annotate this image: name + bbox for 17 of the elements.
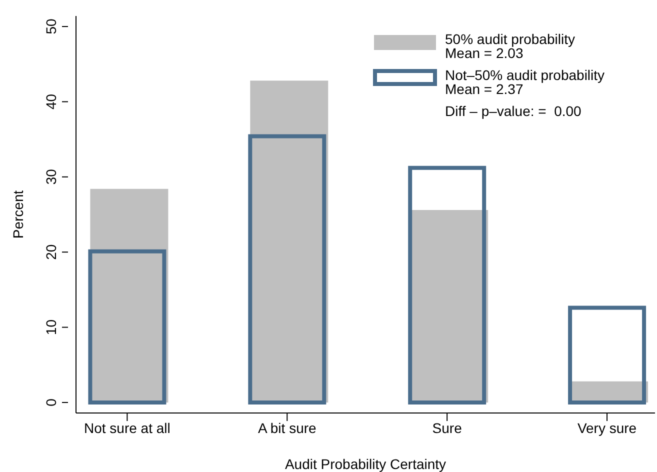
x-tick-label: Very sure [577, 420, 637, 436]
y-tick-label: 0 [43, 398, 59, 406]
y-tick-label: 10 [43, 319, 59, 336]
y-tick-label: 40 [43, 94, 59, 110]
legend-label: 50% audit probability [445, 31, 575, 47]
annotation: Diff – p–value: = 0.00 [445, 103, 582, 119]
x-tick-label: Sure [432, 420, 462, 436]
y-tick-label: 50 [43, 18, 59, 34]
y-tick-label: 20 [43, 244, 59, 260]
x-axis-title: Audit Probability Certainty [284, 456, 446, 472]
y-axis-title: Percent [10, 190, 26, 239]
annotation: Mean = 2.03 [445, 45, 524, 61]
annotation: Mean = 2.37 [445, 81, 524, 97]
x-tick-label: A bit sure [258, 420, 317, 436]
x-tick-label: Not sure at all [84, 420, 170, 436]
y-tick-label: 30 [43, 168, 59, 185]
legend-label: Not–50% audit probability [445, 67, 605, 83]
